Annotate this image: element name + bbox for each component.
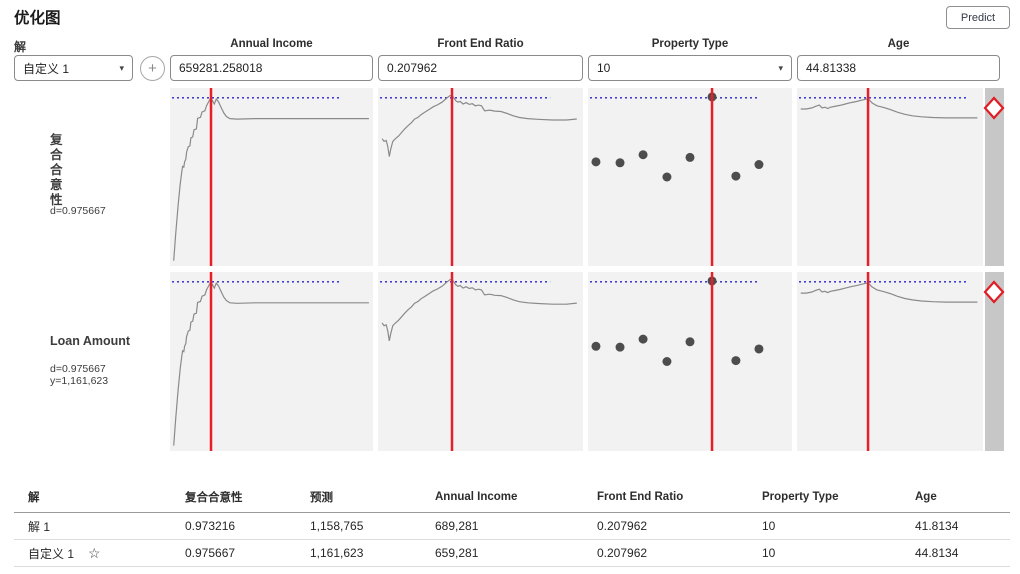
table-header-cell: Age (915, 491, 937, 503)
property-type-value: 10 (597, 61, 611, 75)
predict-button[interactable]: Predict (946, 6, 1010, 29)
row-scrollbar[interactable] (985, 272, 1004, 451)
plus-icon: + (148, 60, 157, 77)
annual-income-input[interactable] (170, 55, 373, 81)
table-cell: 44.8134 (915, 546, 959, 560)
solutions-table: 解 复合合意性 预测 Annual Income Front End Ratio Prop… (14, 482, 1010, 567)
desirability-diamond-icon[interactable] (983, 280, 1005, 304)
profiler-cell-desirability-front-end-ratio[interactable] (378, 88, 583, 266)
response-label-loan-amount: Loan Amount (50, 334, 131, 348)
table-row[interactable]: 自定义 1 ☆ 0.975667 1,161,623 659,281 0.207962 10… (14, 540, 1010, 567)
profiler-cell-desirability-age[interactable] (797, 88, 983, 266)
chevron-down-icon: ▾ (778, 62, 783, 73)
loan-amount-y-value: y=1,161,623 (50, 375, 109, 387)
table-cell: 0.207962 (597, 519, 648, 533)
response-label-desirability: 复合合意性 (50, 133, 63, 207)
factor-header-front-end-ratio: Front End Ratio (437, 38, 524, 50)
front-end-ratio-input[interactable] (378, 55, 583, 81)
factor-header-age: Age (887, 38, 910, 50)
chevron-down-icon: ▾ (119, 62, 124, 73)
factor-header-annual-income: Annual Income (230, 38, 313, 50)
profiler-cell-desirability-property-type[interactable] (588, 88, 792, 266)
table-header-cell: Property Type (762, 491, 839, 503)
table-header-cell: Front End Ratio (597, 491, 684, 503)
factor-header-property-type: Property Type (651, 38, 729, 50)
profiler-cell-loan-amount-front-end-ratio[interactable] (378, 272, 583, 451)
profiler-cell-loan-amount-annual-income[interactable] (170, 272, 373, 451)
add-solution-button[interactable]: + (140, 56, 165, 81)
solution-dropdown-value: 自定义 1 (23, 61, 70, 76)
table-cell: 0.207962 (597, 546, 648, 560)
table-cell: 10 (762, 546, 776, 560)
page-title: 优化图 (14, 10, 61, 27)
table-cell-solution: 解 1 (14, 518, 185, 535)
solution-dropdown[interactable]: 自定义 1 ▾ (14, 55, 133, 81)
profiler-cell-loan-amount-property-type[interactable] (588, 272, 792, 451)
table-cell: 10 (762, 519, 776, 533)
age-input[interactable] (797, 55, 1000, 81)
table-header-cell: 解 (28, 492, 40, 504)
profiler-cell-desirability-annual-income[interactable] (170, 88, 373, 266)
table-header-cell: Annual Income (435, 491, 518, 503)
property-type-dropdown[interactable]: 10 ▾ (588, 55, 792, 81)
solution-name: 解 1 (28, 519, 51, 534)
table-row[interactable]: 解 1 0.973216 1,158,765 689,281 0.207962 10 41.… (14, 513, 1010, 540)
table-cell: 0.975667 (185, 546, 236, 560)
table-cell: 1,161,623 (310, 546, 364, 560)
table-cell: 659,281 (435, 546, 479, 560)
row-scrollbar[interactable] (985, 88, 1004, 266)
table-header-row: 解 复合合意性 预测 Annual Income Front End Ratio Prop… (14, 482, 1010, 513)
desirability-d-value: d=0.975667 (50, 205, 106, 217)
table-header-cell: 预测 (310, 492, 333, 504)
table-header-cell: 复合合意性 (185, 492, 243, 504)
table-cell: 1,158,765 (310, 519, 364, 533)
star-icon[interactable]: ☆ (88, 544, 101, 561)
desirability-diamond-icon[interactable] (983, 96, 1005, 120)
profiler-cell-loan-amount-age[interactable] (797, 272, 983, 451)
table-cell-solution: 自定义 1 ☆ (14, 545, 185, 562)
table-cell: 0.973216 (185, 519, 236, 533)
table-cell: 41.8134 (915, 519, 959, 533)
solution-name: 自定义 1 (28, 546, 75, 561)
loan-amount-d-value: d=0.975667 (50, 363, 106, 375)
solution-label: 解 (14, 40, 27, 54)
table-cell: 689,281 (435, 519, 479, 533)
